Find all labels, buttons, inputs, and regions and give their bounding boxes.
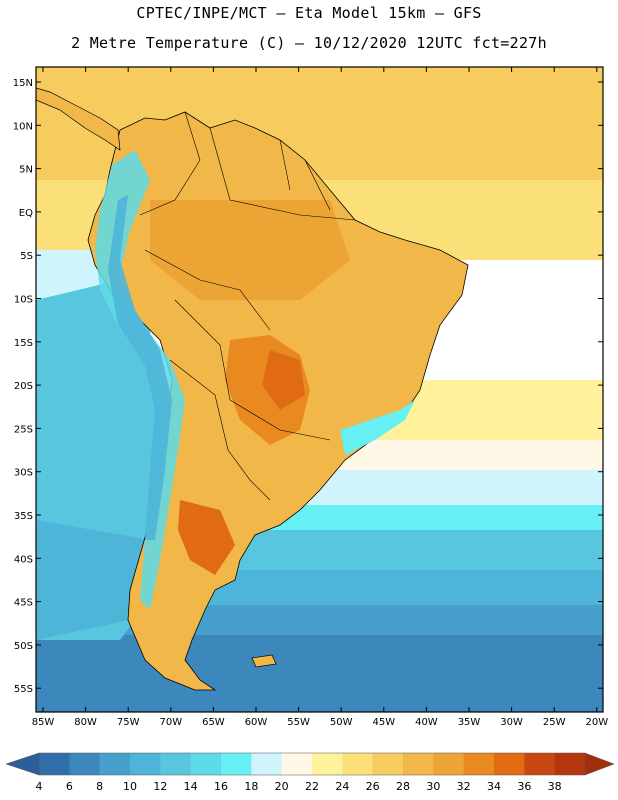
map-frame [35,66,604,713]
chart-title-line-2: 2 Metre Temperature (C) – 10/12/2020 12U… [71,34,547,52]
lat-label: 15S [14,338,33,349]
map-field [36,67,603,712]
lat-label: 20S [14,381,33,392]
lon-label: 35W [458,717,481,728]
colorbar-border [38,752,586,776]
colorbar-tick-label: 8 [96,780,103,793]
latitude-axis: 15N 10N 5N EQ 5S 10S 15S 20S 25S 30S 35S 40S 45S 50S 5… [13,78,603,695]
colorbar-tick-label: 22 [305,780,319,793]
lat-label: 55S [14,684,33,695]
longitude-axis: 85W 80W 75W 70W 65W 60W 55W 50W 45W 40W 35W 30W 25W 2… [32,67,608,728]
lon-label: 85W [32,717,55,728]
colorbar-tick-label: 28 [396,780,410,793]
colorbar-tick-label: 14 [184,780,198,793]
colorbar-swatch [554,753,586,775]
colorbar-swatch [312,753,343,775]
colorbar-swatch [281,753,313,775]
colorbar-swatch [251,753,282,775]
lat-label: 35S [14,511,33,522]
colorbar-swatch [130,753,161,775]
lat-label: 15N [13,78,33,89]
colorbar-tick-label: 20 [275,780,289,793]
colorbar-tick-label: 26 [366,780,380,793]
lat-label: 5N [19,165,33,176]
lat-label: 5S [20,251,33,262]
colorbar-swatch [69,753,100,775]
lat-label: 40S [14,554,33,565]
colorbar-swatch [342,753,373,775]
colorbar-high-arrow [584,752,615,776]
colorbar-swatch [190,753,222,775]
lon-label: 50W [330,717,353,728]
lon-label: 75W [117,717,140,728]
colorbar-tick-label: 34 [487,780,501,793]
lon-label: 65W [202,717,225,728]
pacific-south-water [36,520,150,640]
chart-title-line-1: CPTEC/INPE/MCT – Eta Model 15km – GFS [136,4,482,22]
colorbar-tick-label: 32 [457,780,471,793]
colorbar-swatch [494,753,525,775]
lon-label: 55W [287,717,310,728]
colorbar-tick-label: 30 [426,780,440,793]
lat-label: 25S [14,424,33,435]
colorbar-swatch [524,753,555,775]
lat-label: 50S [14,641,33,652]
lon-label: 40W [415,717,438,728]
andes-high-peaks [108,195,172,540]
lat-label: 10S [14,295,33,306]
lat-label: 30S [14,468,33,479]
lon-label: 45W [372,717,395,728]
country-borders [139,111,356,501]
colorbar-tick-label: 4 [36,780,43,793]
colorbar-swatch [403,753,434,775]
colorbar-tick-label: 38 [548,780,562,793]
lat-label: EQ [19,208,33,219]
colorbar-swatch [39,753,70,775]
lon-label: 30W [500,717,523,728]
warm-region-amazon [150,200,350,300]
lon-label: 25W [543,717,566,728]
lat-label: 10N [13,121,33,132]
colorbar-tick-label: 24 [335,780,349,793]
falkland-islands [251,654,277,668]
lon-label: 60W [245,717,268,728]
colorbar-tick-label: 36 [517,780,531,793]
colorbar-swatch [160,753,191,775]
hot-region-chaco [262,350,305,410]
colorbar-tick-label: 6 [66,780,73,793]
lat-label: 45S [14,598,33,609]
colorbar-swatch [433,753,464,775]
lon-label: 80W [74,717,97,728]
central-america-land [36,87,121,151]
colorbar-swatch [463,753,495,775]
colorbar-swatch [221,753,252,775]
lon-label: 20W [585,717,608,728]
se-brazil-coastal-cool [340,400,415,455]
lon-label: 70W [159,717,182,728]
colorbar-low-arrow [5,752,40,776]
colorbar-tick-label: 16 [214,780,228,793]
colorbar-swatch [99,753,131,775]
hot-region-patagonia-north [178,500,235,575]
colorbar-swatch [372,753,404,775]
colorbar: 4 6 8 10 12 14 16 18 20 22 24 26 28 30 32 34 36 38 [5,752,615,793]
colorbar-tick-label: 10 [123,780,137,793]
colorbar-tick-label: 18 [244,780,258,793]
colorbar-tick-label: 12 [153,780,167,793]
